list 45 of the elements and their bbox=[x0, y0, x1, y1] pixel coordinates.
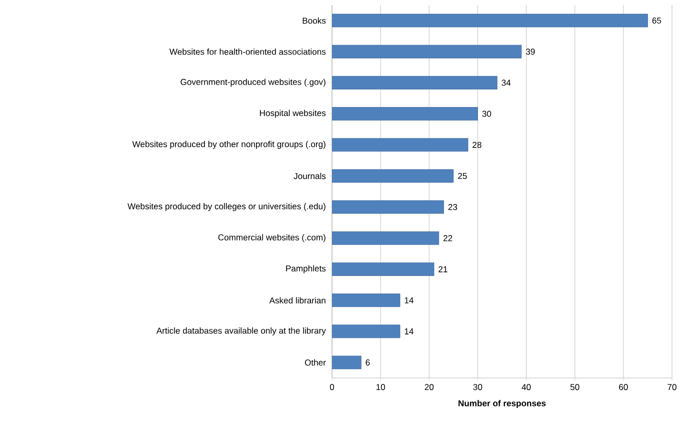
x-tick-label: 0 bbox=[330, 384, 334, 390]
data-label: 39 bbox=[526, 48, 535, 55]
bar bbox=[332, 107, 478, 120]
x-tick-label: 30 bbox=[473, 384, 482, 390]
bar bbox=[332, 44, 522, 58]
data-label: 28 bbox=[472, 142, 482, 148]
bar bbox=[332, 200, 444, 214]
data-label: 14 bbox=[404, 328, 414, 334]
data-label: 6 bbox=[366, 359, 370, 366]
x-tick-label: 20 bbox=[424, 384, 434, 390]
data-label: 23 bbox=[448, 204, 458, 210]
x-tick-label: 10 bbox=[376, 384, 385, 390]
y-tick-label: Hospital websites bbox=[260, 110, 326, 118]
data-label: 65 bbox=[652, 17, 662, 24]
x-tick-label: 40 bbox=[522, 384, 531, 390]
data-label: 25 bbox=[458, 172, 467, 179]
bar bbox=[332, 76, 498, 90]
y-tick-label: Books bbox=[302, 17, 326, 24]
data-label: 14 bbox=[404, 297, 414, 304]
data-label: 21 bbox=[438, 266, 448, 272]
bar bbox=[332, 14, 648, 28]
x-axis-title: Number of responses bbox=[458, 400, 546, 408]
data-label: 34 bbox=[502, 80, 511, 86]
y-tick-label: Websites for health-oriented associations bbox=[169, 48, 326, 55]
y-tick-label: Pamphlets bbox=[286, 265, 326, 274]
y-tick-label: Asked librarian bbox=[269, 297, 326, 304]
y-tick-label: Other bbox=[304, 359, 326, 366]
y-tick-label: Government-produced websites (.gov) bbox=[180, 78, 326, 87]
y-tick-label: Article databases available only at the library bbox=[156, 327, 326, 336]
x-tick-label: 60 bbox=[619, 384, 628, 390]
data-label: 22 bbox=[444, 235, 452, 242]
x-tick-label: 70 bbox=[668, 384, 676, 390]
x-tick-label: 50 bbox=[570, 384, 580, 390]
bar bbox=[332, 262, 434, 276]
y-tick-label: Websites produced by colleges or universities (.edu) bbox=[128, 203, 326, 212]
bar bbox=[332, 324, 400, 338]
bar bbox=[332, 169, 454, 183]
y-tick-label: Websites produced by other nonprofit groups (.org) bbox=[132, 140, 326, 149]
bar bbox=[332, 231, 440, 245]
bar bbox=[332, 138, 468, 152]
bar bbox=[332, 294, 400, 307]
data-label: 30 bbox=[482, 110, 492, 117]
y-tick-label: Commercial websites (.com) bbox=[218, 234, 326, 242]
y-tick-label: Journals bbox=[294, 172, 326, 180]
bar bbox=[332, 356, 362, 370]
